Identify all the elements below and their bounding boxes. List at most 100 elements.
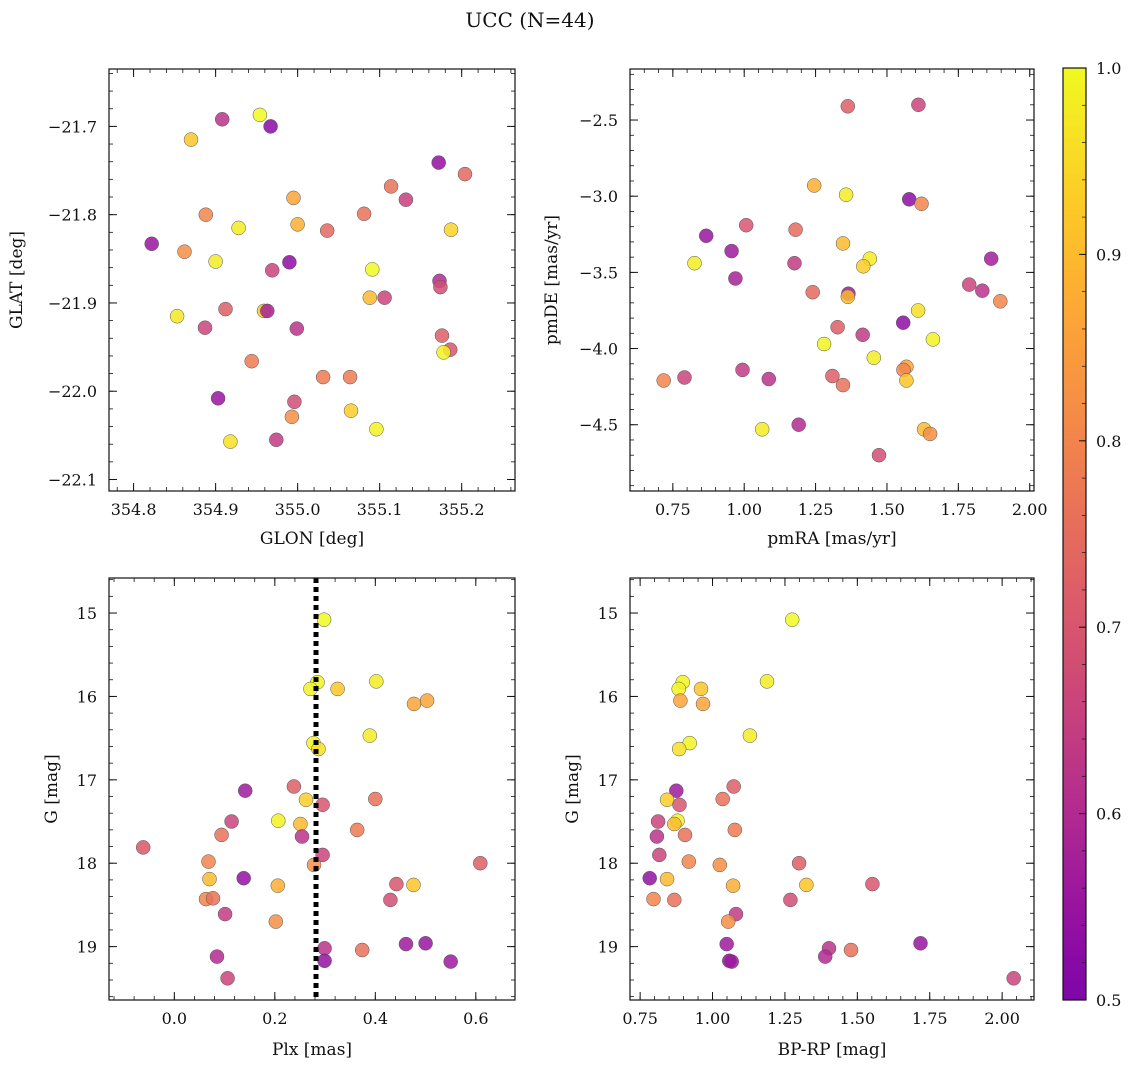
y-tick-label: 18 [598, 854, 618, 873]
data-point [433, 279, 448, 295]
colorbar-tick-label: 0.6 [1096, 805, 1121, 824]
data-point [434, 328, 450, 343]
data-point [368, 791, 383, 807]
x-tick-label: 2.00 [1012, 500, 1048, 519]
data-point [677, 827, 693, 843]
data-point [317, 941, 332, 956]
data-point [369, 674, 384, 689]
x-axis-label: pmRA [mas/yr] [767, 529, 896, 549]
data-point [286, 190, 301, 206]
colorbar-tick-label: 0.5 [1096, 991, 1121, 1010]
data-point [728, 271, 743, 286]
panel-glon-glat: 354.8 354.9 355.0 355.1 355.2 −21.7 −21.8 −21.9… [7, 68, 516, 549]
data-point [419, 693, 435, 708]
data-point [202, 871, 217, 887]
data-point [667, 816, 682, 832]
data-point [656, 373, 671, 388]
data-point [183, 132, 199, 147]
data-point [856, 259, 871, 274]
data-point [356, 206, 372, 222]
data-point [365, 262, 380, 277]
y-tick-label: 19 [77, 938, 97, 957]
data-point [177, 244, 192, 259]
x-tick-label: 1.25 [798, 500, 834, 519]
data-point [214, 112, 230, 127]
y-tick-label: −3.0 [579, 187, 618, 206]
data-point [389, 876, 404, 892]
data-point [271, 813, 286, 828]
x-tick-label: 0.2 [262, 1009, 287, 1028]
data-point [975, 283, 990, 298]
data-point [865, 876, 880, 892]
data-point [362, 728, 378, 743]
data-point [377, 290, 392, 305]
data-point [895, 315, 911, 330]
data-point [282, 255, 297, 270]
data-point [362, 290, 378, 305]
x-axis-label: BP-RP [mag] [778, 1040, 887, 1060]
points-group [642, 612, 1021, 986]
data-point [667, 892, 682, 908]
data-point [838, 187, 854, 202]
data-point [712, 857, 728, 873]
data-point [671, 741, 687, 757]
data-point [209, 949, 225, 964]
data-point [805, 284, 820, 300]
y-axis-label: G [mag] [563, 754, 583, 823]
data-point [284, 409, 300, 425]
data-point [369, 421, 384, 437]
data-point [698, 228, 714, 244]
ticks-group: 0.0 0.2 0.4 0.6 15 16 17 18 19 [77, 578, 515, 1028]
y-tick-label: −22.1 [48, 471, 97, 490]
data-point [899, 373, 914, 388]
data-point [398, 192, 414, 207]
y-tick-label: 17 [77, 771, 97, 790]
x-tick-label: 1.50 [840, 1009, 876, 1028]
data-point [901, 192, 917, 207]
y-tick-label: 16 [77, 687, 97, 706]
data-point [244, 353, 259, 369]
data-point [720, 914, 736, 929]
data-point [961, 277, 977, 292]
ticks-group: 0.75 1.00 1.25 1.50 1.75 2.00 15 16 17 18 19 [598, 578, 1034, 1028]
colorbar-tick-label: 0.8 [1096, 432, 1121, 451]
x-tick-label: 0.0 [162, 1009, 187, 1028]
data-point [342, 369, 358, 385]
data-point [788, 222, 803, 237]
data-point [843, 942, 859, 958]
data-point [214, 827, 229, 843]
y-tick-label: 16 [598, 687, 618, 706]
data-point [871, 447, 887, 463]
plot-frame [629, 68, 1035, 492]
data-point [726, 779, 741, 794]
panel-plx-g: 0.0 0.2 0.4 0.6 15 16 17 18 19 Plx [mas] G [mag] [42, 577, 516, 1060]
data-point [457, 166, 473, 182]
data-point [315, 369, 331, 385]
x-tick-label: 1.50 [869, 500, 905, 519]
data-point [294, 829, 310, 844]
data-point [252, 107, 268, 123]
data-point [224, 814, 239, 829]
x-tick-label: 1.75 [912, 1009, 948, 1028]
data-point [418, 936, 433, 951]
data-point [268, 914, 284, 929]
data-point [791, 417, 806, 432]
data-point [659, 871, 675, 887]
data-point [646, 891, 661, 907]
ticks-group: 354.8 354.9 355.0 355.1 355.2 −21.7 −21.8 −21.9… [48, 69, 515, 519]
figure-title: UCC (N=44) [465, 8, 594, 32]
colorbar-tick-label: 0.9 [1096, 245, 1121, 264]
data-point [922, 426, 938, 442]
x-tick-label: 2.00 [984, 1009, 1020, 1028]
data-point [925, 332, 941, 347]
data-point [759, 674, 775, 689]
data-point [205, 891, 221, 906]
data-point [914, 196, 929, 212]
y-tick-label: −22.0 [48, 382, 97, 401]
data-point [443, 222, 459, 237]
data-point [198, 207, 214, 222]
colorbar-tick-label: 0.7 [1096, 618, 1121, 637]
data-point [727, 822, 743, 838]
plot-frame [629, 577, 1035, 1001]
